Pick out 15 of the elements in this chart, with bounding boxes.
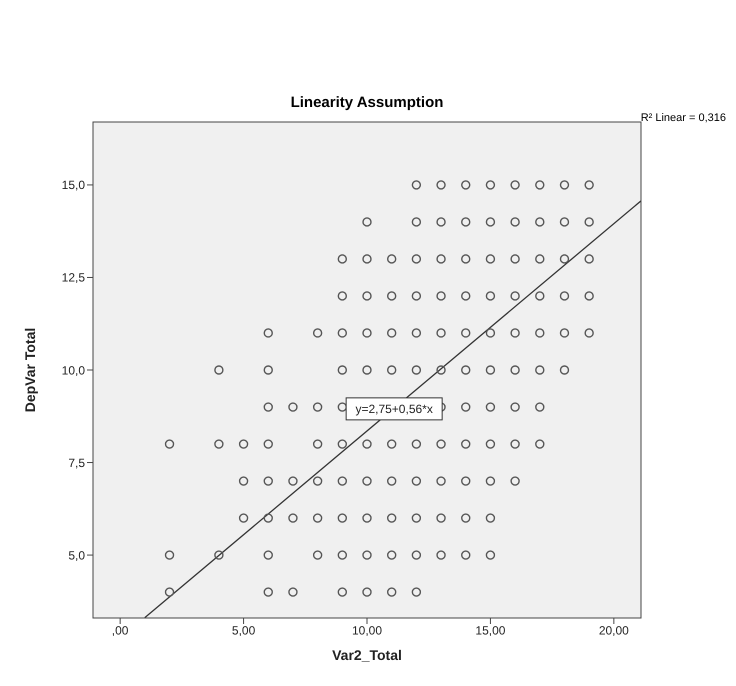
x-tick-label: 20,00 <box>598 624 630 638</box>
y-tick-label: 12,5 <box>62 270 86 285</box>
chart-title: Linearity Assumption <box>290 94 444 111</box>
annotation: R² Linear = 0,316 <box>640 112 726 124</box>
x-tick-label: 5,00 <box>232 624 256 638</box>
y-tick-label: 15,0 <box>62 178 86 192</box>
x-axis-title: Var2_Total <box>332 647 402 663</box>
annotation: y=2,75+0,56*x <box>355 402 433 416</box>
y-axis-title: DepVar Total <box>22 328 38 412</box>
x-tick-label: ,00 <box>112 624 129 638</box>
y-tick-label: 10,0 <box>62 363 86 378</box>
x-tick-label: 10,00 <box>352 624 382 638</box>
y-tick-label: 7,5 <box>68 456 86 470</box>
y-tick-label: 5,0 <box>68 548 86 562</box>
x-tick-label: 15,00 <box>475 624 506 638</box>
